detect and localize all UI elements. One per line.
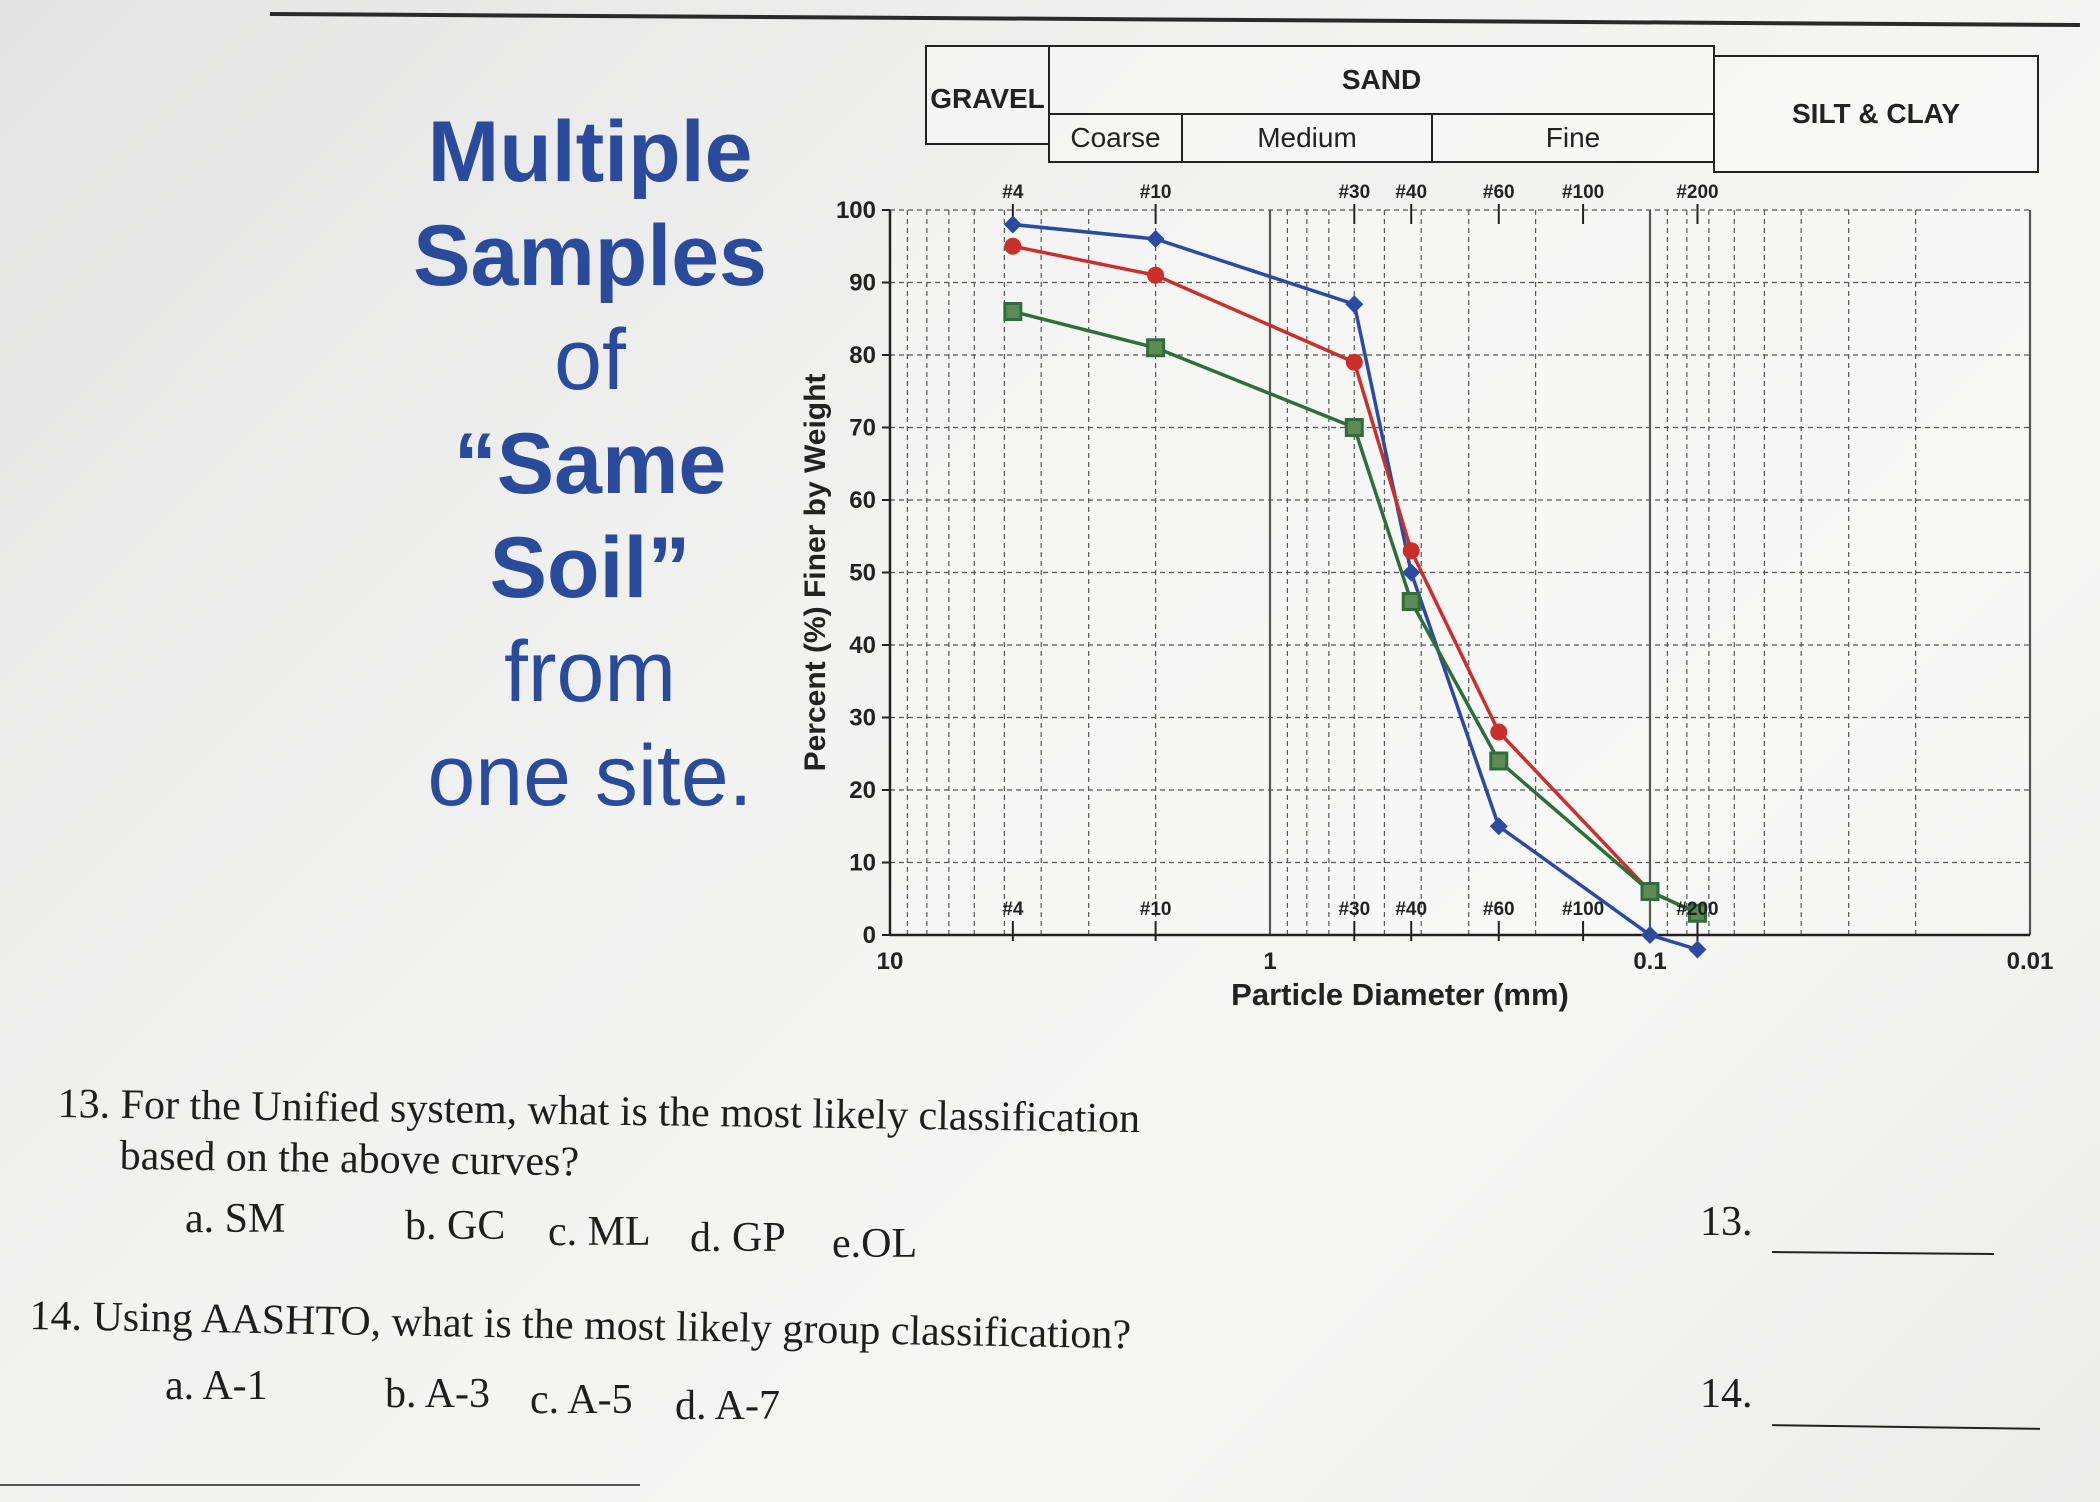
data-point-diamond bbox=[1402, 563, 1421, 582]
y-tick-label: 70 bbox=[849, 415, 876, 442]
title-line: of bbox=[554, 312, 626, 408]
sand-cell: SAND bbox=[1048, 45, 1715, 115]
sieve-label-top: #40 bbox=[1395, 182, 1427, 203]
sieve-label-bottom: #4 bbox=[1002, 899, 1024, 920]
data-point-square bbox=[1489, 751, 1509, 771]
sieve-lines bbox=[1011, 204, 1699, 941]
data-point-circle bbox=[1490, 723, 1508, 741]
x-axis-title: Particle Diameter (mm) bbox=[1231, 977, 1569, 1012]
title-line: “Same bbox=[453, 416, 727, 512]
sieve-label-top: #30 bbox=[1338, 182, 1370, 203]
grain-size-chart: #4 #4 #10 #10 #30 #30 #40 #40 #60 #60 #100 #100 #200… bbox=[799, 182, 2053, 1012]
title-line: Samples bbox=[413, 208, 767, 304]
data-point-circle bbox=[1147, 266, 1165, 284]
data-point-diamond bbox=[1489, 817, 1508, 836]
q13-option-d[interactable]: d. GP bbox=[690, 1215, 786, 1261]
x-tick-label: 0.01 bbox=[2007, 948, 2054, 975]
y-tick-label: 40 bbox=[849, 632, 876, 659]
title-line: one site. bbox=[427, 728, 753, 824]
y-tick-label: 30 bbox=[849, 705, 876, 732]
y-tick-label: 10 bbox=[849, 850, 876, 877]
sieve-label-top: #200 bbox=[1676, 182, 1718, 203]
y-tick-label: 50 bbox=[849, 560, 876, 587]
data-point-diamond bbox=[1003, 215, 1022, 234]
sieve-label-bottom: #40 bbox=[1395, 899, 1427, 920]
y-tick-label: 60 bbox=[849, 487, 876, 514]
data-point-circle bbox=[1345, 353, 1363, 371]
data-point-diamond bbox=[1688, 940, 1707, 959]
title-line: from bbox=[504, 624, 676, 720]
data-point-square bbox=[1687, 903, 1707, 923]
title-line: Multiple bbox=[427, 104, 753, 200]
q14-option-a[interactable]: a. A-1 bbox=[165, 1363, 268, 1409]
q14-option-b[interactable]: b. A-3 bbox=[385, 1371, 490, 1417]
chart-series bbox=[1003, 215, 1707, 959]
fine-sand-cell: Fine bbox=[1431, 113, 1715, 163]
slide-title: Multiple Samples of “Same Soil” from one… bbox=[370, 100, 810, 828]
sieve-label-bottom: #100 bbox=[1562, 899, 1604, 920]
q14-option-c[interactable]: c. A-5 bbox=[530, 1377, 633, 1423]
chart-axes bbox=[882, 209, 2030, 937]
chart-grid bbox=[890, 209, 2032, 936]
bottom-rule bbox=[0, 1484, 640, 1486]
data-point-diamond bbox=[1345, 295, 1364, 314]
data-point-square bbox=[1146, 338, 1166, 358]
x-tick-label: 0.1 bbox=[1633, 948, 1666, 975]
data-point-diamond bbox=[1146, 230, 1165, 248]
data-point-square bbox=[1003, 302, 1023, 321]
q13-option-a[interactable]: a. SM bbox=[185, 1196, 286, 1242]
x-tick-label: 1 bbox=[1263, 948, 1276, 975]
q14-answer-blank[interactable] bbox=[1771, 1424, 2041, 1430]
y-tick-label: 100 bbox=[836, 197, 876, 224]
q13-option-b[interactable]: b. GC bbox=[405, 1203, 506, 1249]
sieve-label-top: #60 bbox=[1483, 182, 1515, 203]
q13-option-e[interactable]: e.OL bbox=[832, 1221, 918, 1267]
y-tick-label: 0 bbox=[863, 922, 876, 949]
gravel-cell: GRAVEL bbox=[925, 45, 1050, 145]
sieve-label-bottom: #10 bbox=[1140, 899, 1172, 920]
question-13-text-continued: based on the above curves? bbox=[119, 1132, 580, 1186]
q13-answer-number: 13. bbox=[1700, 1199, 1753, 1245]
y-tick-label: 20 bbox=[849, 777, 876, 804]
y-tick-label: 80 bbox=[849, 342, 876, 369]
question-14-text: 14. Using AASHTO, what is the most likel… bbox=[29, 1292, 1132, 1359]
data-point-circle bbox=[1402, 542, 1420, 560]
q14-option-d[interactable]: d. A-7 bbox=[675, 1383, 780, 1429]
sieve-label-bottom: #200 bbox=[1676, 899, 1718, 920]
y-axis-title: Percent (%) Finer by Weight bbox=[799, 374, 832, 772]
q13-option-c[interactable]: c. ML bbox=[548, 1209, 651, 1255]
sieve-label-top: #100 bbox=[1562, 182, 1604, 203]
y-tick-label: 90 bbox=[849, 270, 876, 297]
top-rule bbox=[269, 12, 2080, 28]
data-point-square bbox=[1640, 882, 1660, 901]
q14-answer-number: 14. bbox=[1700, 1371, 1753, 1417]
soil-classification-header: GRAVEL SAND Coarse Medium Fine SILT & CL… bbox=[925, 45, 2040, 185]
title-line: Soil” bbox=[489, 520, 691, 616]
data-point-square bbox=[1344, 418, 1364, 437]
data-point-diamond bbox=[1641, 926, 1659, 944]
q13-answer-blank[interactable] bbox=[1771, 1251, 1995, 1255]
silt-clay-cell: SILT & CLAY bbox=[1713, 55, 2039, 173]
data-point-circle bbox=[1004, 237, 1022, 255]
chart-labels: #4 #4 #10 #10 #30 #30 #40 #40 #60 #60 #100 #100 #200… bbox=[799, 182, 2053, 1012]
medium-sand-cell: Medium bbox=[1181, 113, 1433, 163]
coarse-sand-cell: Coarse bbox=[1048, 113, 1183, 163]
sieve-label-top: #4 bbox=[1002, 182, 1024, 203]
data-point-square bbox=[1401, 592, 1421, 611]
sieve-label-bottom: #60 bbox=[1483, 899, 1515, 920]
sieve-label-top: #10 bbox=[1140, 182, 1172, 203]
x-tick-label: 10 bbox=[877, 948, 904, 975]
sieve-label-bottom: #30 bbox=[1338, 899, 1370, 920]
